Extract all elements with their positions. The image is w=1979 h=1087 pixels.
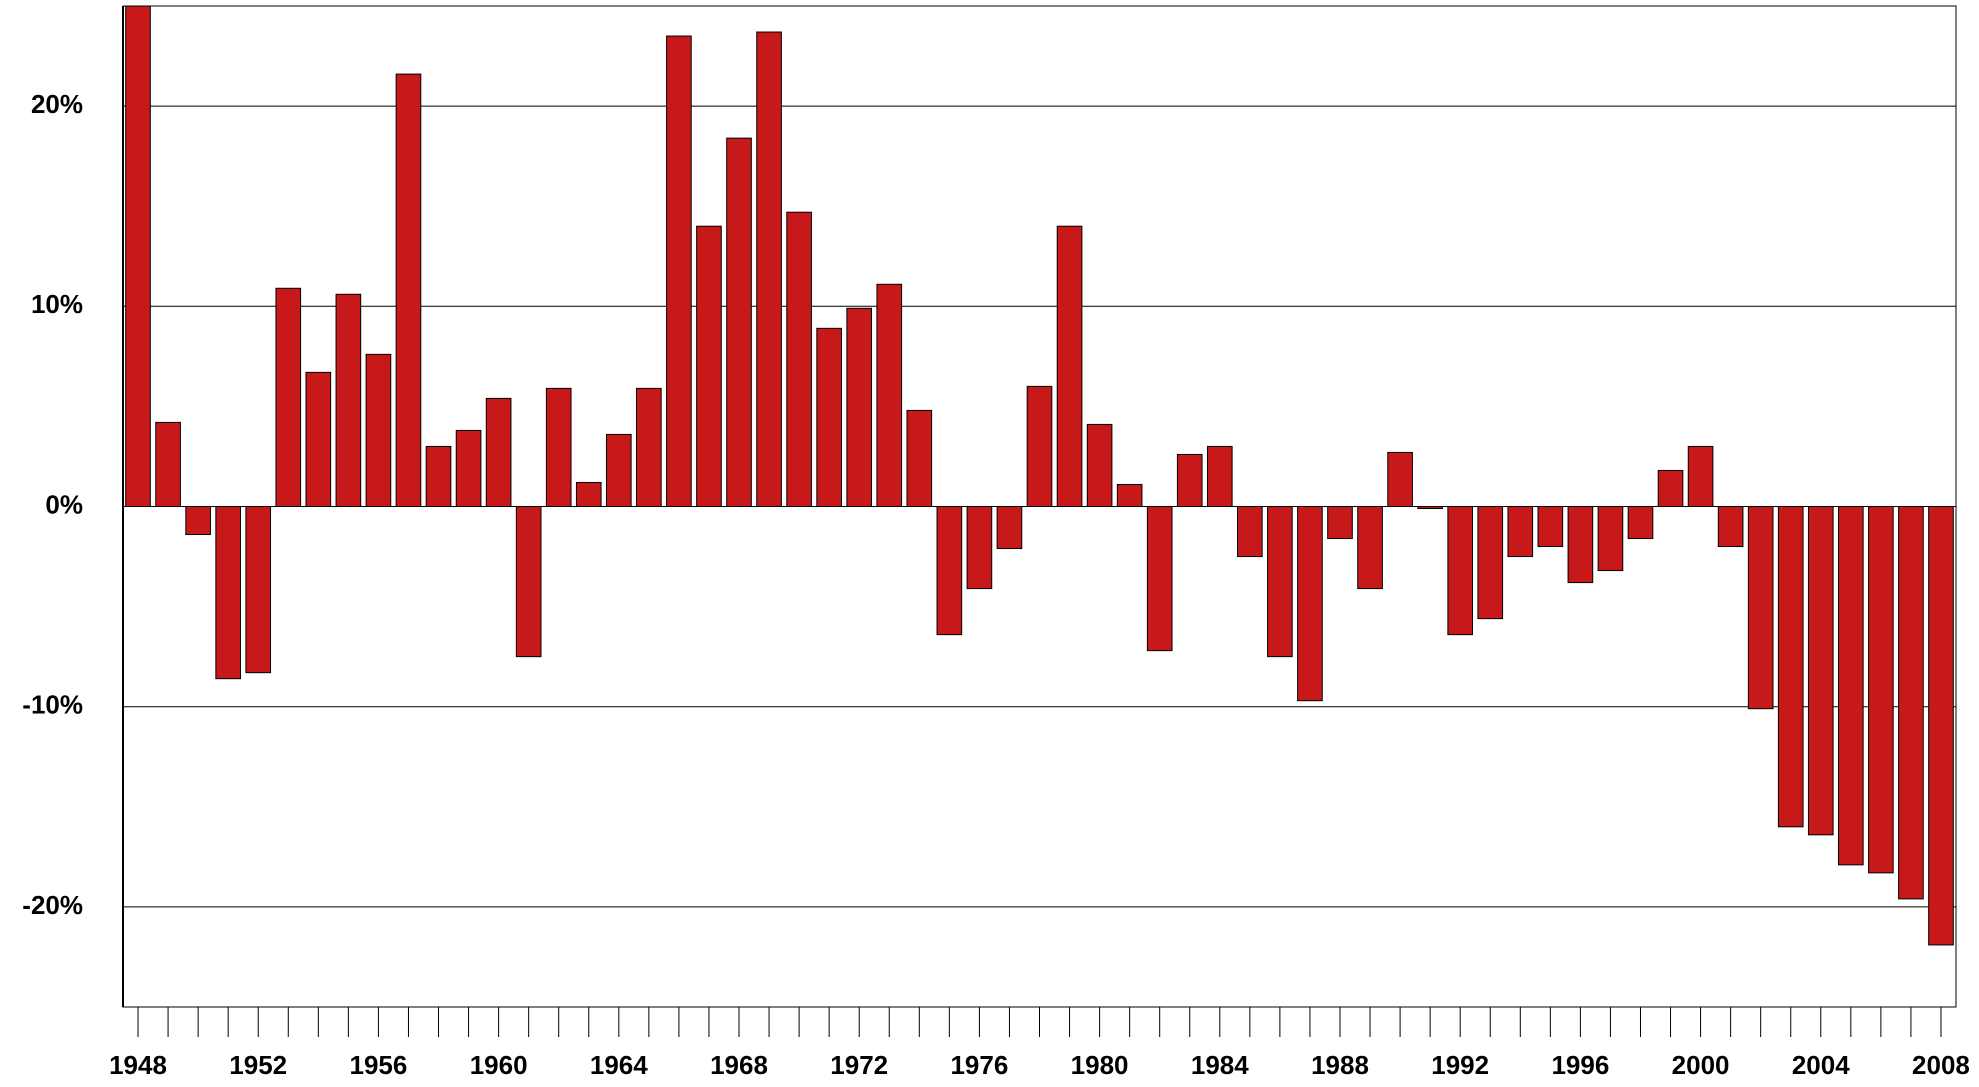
x-tick-label: 1972 [830, 1050, 888, 1080]
bar [1627, 506, 1654, 540]
bar [185, 506, 211, 536]
bar [636, 387, 662, 507]
bar [1327, 506, 1353, 540]
bar [125, 5, 151, 507]
bar [335, 293, 362, 507]
x-tick-label: 1988 [1311, 1050, 1369, 1080]
bar [1387, 451, 1413, 508]
x-tick-label: 2008 [1912, 1050, 1970, 1080]
bar [215, 506, 241, 680]
bar [936, 506, 963, 636]
bar [1567, 506, 1594, 584]
bar [1838, 506, 1864, 866]
bar [1297, 506, 1323, 702]
x-tick-label: 1956 [349, 1050, 407, 1080]
bar [1086, 423, 1113, 507]
bar [816, 327, 842, 507]
bar [666, 35, 692, 507]
bar [966, 506, 993, 590]
x-tick-label: 1992 [1431, 1050, 1489, 1080]
bar [756, 31, 782, 507]
bar [1116, 483, 1143, 507]
bar [1717, 506, 1744, 548]
bar [545, 387, 572, 507]
bar [1507, 506, 1534, 558]
bar [1146, 506, 1173, 652]
y-tick-label: -20% [22, 890, 83, 920]
bar [1928, 506, 1954, 946]
x-tick-label: 1984 [1191, 1050, 1249, 1080]
bar [996, 506, 1023, 550]
bar [1056, 225, 1083, 507]
y-tick-label: 20% [31, 89, 83, 119]
bar [515, 506, 542, 658]
bar [395, 73, 422, 508]
x-tick-label: 1976 [950, 1050, 1008, 1080]
bar [1898, 506, 1924, 900]
y-tick-label: 10% [31, 289, 83, 319]
x-tick-label: 1968 [710, 1050, 768, 1080]
bar [696, 225, 722, 507]
bar [1868, 506, 1894, 874]
x-tick-label: 2000 [1672, 1050, 1730, 1080]
x-tick-label: 1964 [590, 1050, 648, 1080]
bar [1267, 506, 1293, 658]
bar [275, 287, 302, 508]
y-tick-label: -10% [22, 690, 83, 720]
x-tick-label: 1996 [1551, 1050, 1609, 1080]
x-tick-label: 1952 [229, 1050, 287, 1080]
x-tick-label: 2004 [1792, 1050, 1850, 1080]
bar [1176, 453, 1203, 507]
bar [575, 481, 602, 508]
bar [485, 397, 512, 507]
bar [1597, 506, 1624, 572]
x-tick-label: 1960 [470, 1050, 528, 1080]
bar [876, 283, 903, 508]
x-tick-label: 1948 [109, 1050, 167, 1080]
bar [155, 421, 181, 507]
bar [1026, 385, 1053, 508]
bar [1807, 506, 1834, 836]
bar [365, 353, 392, 507]
bar [726, 137, 752, 508]
bar [455, 429, 482, 508]
bar [1206, 445, 1233, 508]
bar [1777, 506, 1804, 828]
bar [1357, 506, 1383, 590]
x-tick-label: 1980 [1071, 1050, 1129, 1080]
bar [1657, 469, 1684, 507]
bar [1477, 506, 1504, 620]
y-tick-label: 0% [45, 489, 83, 519]
bar [305, 371, 332, 507]
bar [1687, 445, 1714, 508]
bar [906, 409, 933, 507]
bar [425, 445, 452, 508]
bar [245, 506, 272, 674]
bar [1537, 506, 1564, 548]
bar [605, 433, 632, 508]
bar [786, 211, 812, 507]
bar [1747, 506, 1774, 710]
bar [846, 307, 873, 507]
bar [1237, 506, 1263, 558]
bar [1417, 506, 1443, 510]
bar [1447, 506, 1474, 636]
